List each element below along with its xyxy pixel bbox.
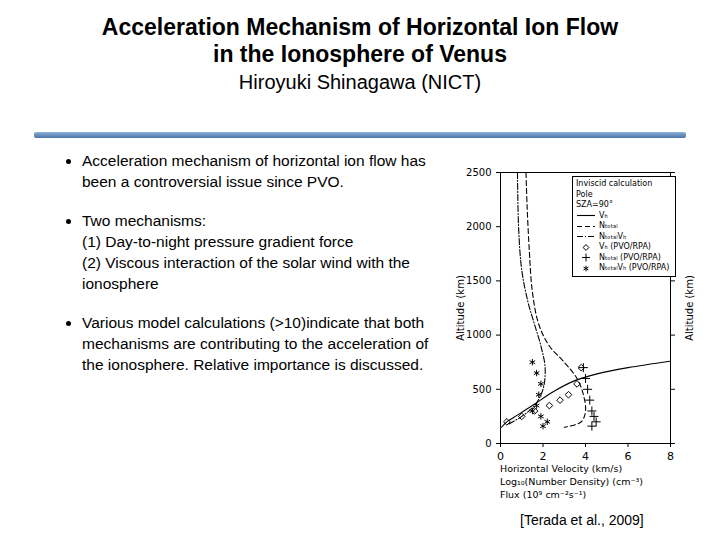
html-text:Nₜₒₜₐₗ: Nₜₒₜₐₗ (599, 221, 618, 230)
svg-text:4: 4 (582, 450, 589, 463)
svg-text:2000: 2000 (466, 221, 491, 232)
svg-text:2500: 2500 (466, 167, 491, 178)
html-text:Various model calculations (>1: Various model calculations (>10)indicate… (82, 314, 429, 373)
svg-text:Altitude (km): Altitude (km) (684, 275, 695, 341)
svg-text:1500: 1500 (466, 275, 491, 286)
svg-text:8: 8 (667, 450, 674, 463)
html-text:Horizontal Velocity (km/s): Horizontal Velocity (km/s) (500, 463, 623, 474)
svg-text:1000: 1000 (466, 329, 491, 340)
svg-text:6: 6 (625, 450, 632, 463)
html-text:Vₕ: Vₕ (599, 210, 608, 220)
html-text:Hiroyuki Shinagawa (NICT): Hiroyuki Shinagawa (NICT) (238, 71, 482, 93)
html-text:Acceleration mechanism of hori: Acceleration mechanism of horizontal ion… (82, 152, 426, 190)
html-text:Acceleration Mechanism of Hori: Acceleration Mechanism of Horizontal Ion… (101, 14, 619, 40)
html-text:in the Ionosphere of Venus: in the Ionosphere of Venus (213, 41, 507, 67)
html-text:Two mechanisms:: Two mechanisms: (82, 212, 206, 229)
html-text:(1) Day-to-night pressure grad: (1) Day-to-night pressure gradient force (82, 233, 354, 250)
svg-text:500: 500 (472, 384, 491, 395)
html-text:Flux (10⁹ cm⁻²s⁻¹): Flux (10⁹ cm⁻²s⁻¹) (500, 489, 587, 500)
svg-text:Altitude (km): Altitude (km) (455, 275, 466, 341)
svg-text:0: 0 (485, 438, 491, 449)
html-text:Pole: Pole (576, 189, 593, 199)
html-text:[Terada et al., 2009]: [Terada et al., 2009] (520, 512, 644, 528)
html-text:Log₁₀(Number Density) (cm⁻³): Log₁₀(Number Density) (cm⁻³) (500, 476, 643, 487)
html-text:Vₕ (PVO/RPA): Vₕ (PVO/RPA) (599, 242, 651, 251)
html-text:Nₜₒₜₐₗ (PVO/RPA): Nₜₒₜₐₗ (PVO/RPA) (599, 252, 661, 262)
html-text:(2) Viscous interaction of the: (2) Viscous interaction of the solar win… (82, 254, 410, 292)
html-text:NₜₒₜₐₗVₕ (PVO/RPA): NₜₒₜₐₗVₕ (PVO/RPA) (599, 263, 670, 272)
html-text:Inviscid calculation: Inviscid calculation (576, 179, 653, 188)
html-text:SZA=90°: SZA=90° (576, 200, 613, 209)
html-text:NₜₒₜₐₗVₕ: NₜₒₜₐₗVₕ (599, 231, 627, 241)
svg-text:0: 0 (497, 450, 504, 463)
svg-text:2: 2 (540, 450, 547, 463)
